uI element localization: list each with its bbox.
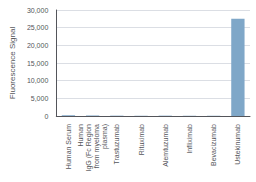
svg-text:15,000: 15,000 <box>27 60 49 67</box>
svg-text:Human Serum: Human Serum <box>65 124 72 169</box>
svg-text:Rituximab: Rituximab <box>138 124 145 155</box>
svg-text:0: 0 <box>44 113 48 120</box>
svg-text:Bevacizumab: Bevacizumab <box>210 124 217 166</box>
svg-text:10,000: 10,000 <box>27 77 49 84</box>
svg-text:Alemtuzumab: Alemtuzumab <box>162 124 169 167</box>
svg-text:25,000: 25,000 <box>27 24 49 31</box>
svg-text:Fluorescence Signal: Fluorescence Signal <box>8 27 17 100</box>
svg-text:Infliximab: Infliximab <box>186 124 193 154</box>
svg-text:Human: Human <box>77 124 84 147</box>
svg-text:30,000: 30,000 <box>27 7 49 14</box>
svg-text:plasma): plasma) <box>101 124 109 149</box>
svg-text:from myeloma: from myeloma <box>93 124 101 168</box>
svg-text:Trastuzumab: Trastuzumab <box>113 124 120 165</box>
svg-text:5,000: 5,000 <box>31 95 49 102</box>
svg-text:20,000: 20,000 <box>27 42 49 49</box>
svg-text:Ustekinumab: Ustekinumab <box>234 124 241 165</box>
svg-text:IgG (Fc Region: IgG (Fc Region <box>85 124 93 172</box>
